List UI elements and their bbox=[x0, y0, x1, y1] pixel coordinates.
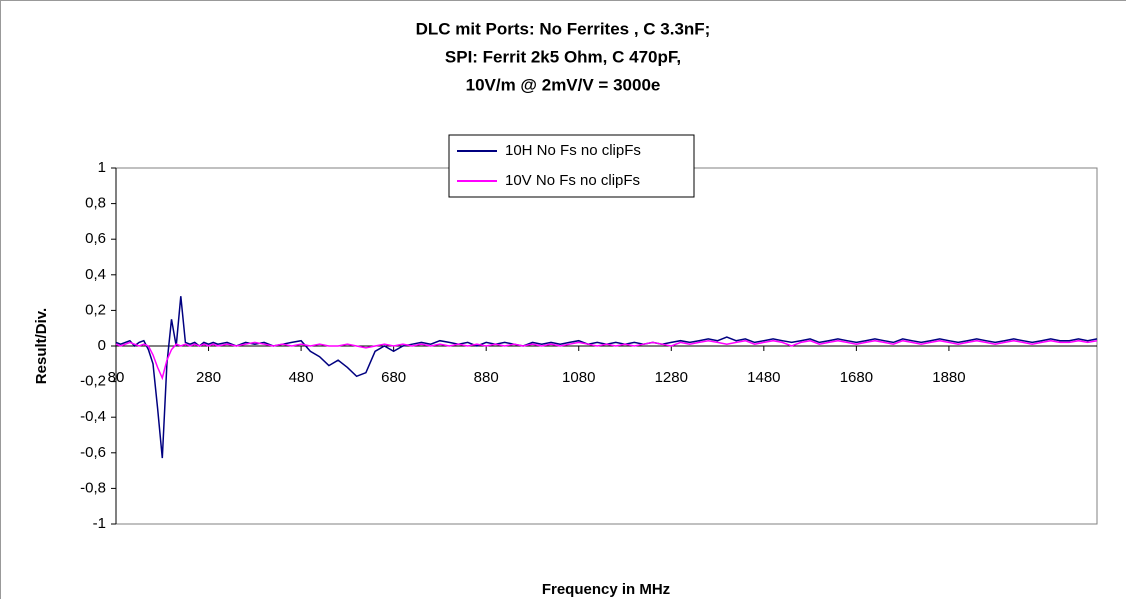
y-tick-label: -0,2 bbox=[80, 373, 106, 390]
legend-label: 10V No Fs no clipFs bbox=[505, 172, 640, 189]
y-tick-label: -0,6 bbox=[80, 444, 106, 461]
y-tick-label: 0,4 bbox=[85, 266, 106, 283]
chart-title: DLC mit Ports: No Ferrites , C 3.3nF; bbox=[416, 19, 711, 38]
x-tick-label: 1480 bbox=[747, 369, 780, 386]
y-tick-label: 1 bbox=[98, 159, 106, 176]
x-tick-label: 280 bbox=[196, 369, 221, 386]
x-tick-label: 1680 bbox=[840, 369, 873, 386]
legend-label: 10H No Fs no clipFs bbox=[505, 142, 641, 159]
x-tick-label: 880 bbox=[474, 369, 499, 386]
x-tick-label: 1880 bbox=[932, 369, 965, 386]
x-tick-label: 680 bbox=[381, 369, 406, 386]
y-tick-label: 0,8 bbox=[85, 195, 106, 212]
x-tick-label: 1080 bbox=[562, 369, 595, 386]
chart-title: SPI: Ferrit 2k5 Ohm, C 470pF, bbox=[445, 47, 681, 66]
y-tick-label: 0 bbox=[98, 337, 106, 354]
y-tick-label: -0,8 bbox=[80, 479, 106, 496]
y-axis-label: Result/Div. bbox=[33, 308, 50, 384]
y-tick-label: 0,6 bbox=[85, 230, 106, 247]
x-tick-label: 1280 bbox=[655, 369, 688, 386]
x-tick-label: 480 bbox=[289, 369, 314, 386]
y-tick-label: -1 bbox=[93, 515, 106, 532]
chart-title: 10V/m @ 2mV/V = 3000e bbox=[466, 75, 661, 94]
x-tick-label: 80 bbox=[108, 369, 125, 386]
y-tick-label: 0,2 bbox=[85, 301, 106, 318]
y-tick-label: -0,4 bbox=[80, 408, 106, 425]
x-axis-label: Frequency in MHz bbox=[542, 581, 670, 598]
